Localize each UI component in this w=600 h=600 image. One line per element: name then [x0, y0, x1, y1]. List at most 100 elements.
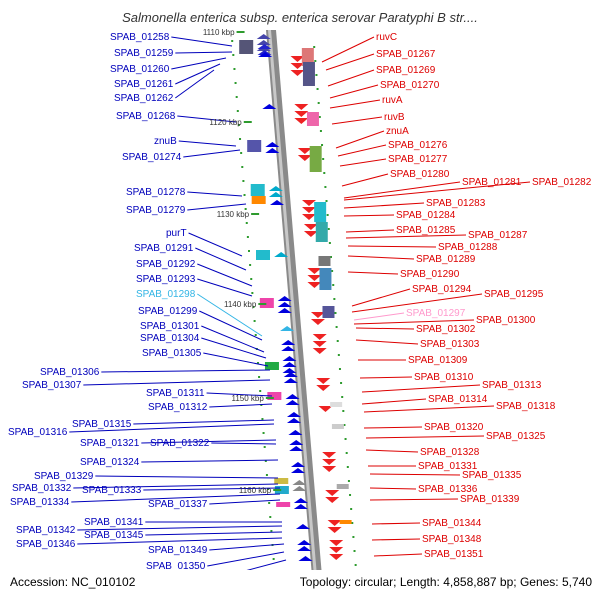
connector-line-left — [209, 499, 281, 505]
track-dot — [346, 466, 349, 468]
gene-label-left: SPAB_01268 — [116, 111, 176, 122]
connector-line-left — [197, 278, 253, 297]
gene-label-left: SPAB_01315 — [72, 419, 132, 430]
gene-label-right: SPAB_01344 — [422, 518, 482, 529]
gene-label-right: ruvC — [376, 32, 397, 43]
left-gene-block — [274, 486, 289, 494]
gene-label-left: SPAB_01259 — [114, 48, 174, 59]
track-dot — [252, 306, 255, 308]
right-gene-arrow — [297, 155, 312, 161]
left-gene-arrow — [257, 44, 272, 49]
right-gene-arrow — [294, 104, 309, 110]
left-gene-block — [276, 502, 291, 507]
track-dot — [336, 340, 339, 342]
connector-line-left — [77, 525, 283, 531]
connector-line-right — [365, 449, 419, 453]
right-gene-arrow — [329, 547, 344, 553]
gene-label-left: SPAB_01350 — [146, 561, 206, 572]
left-gene-arrow — [290, 462, 305, 467]
left-gene-arrow — [277, 308, 292, 313]
gene-label-left: SPAB_01291 — [134, 243, 194, 254]
right-gene-block — [336, 484, 349, 489]
track-dot — [334, 312, 337, 314]
label-connectors — [69, 36, 531, 582]
right-gene-arrow — [303, 231, 318, 237]
right-gene-block — [301, 48, 314, 66]
gene-label-left: SPAB_01279 — [126, 205, 186, 216]
right-gene-arrow — [302, 207, 316, 213]
connector-line-right — [329, 99, 381, 109]
connector-line-right — [345, 234, 467, 239]
gene-label-right: SPAB_01348 — [422, 534, 482, 545]
track-dot — [326, 214, 329, 216]
track-dot — [272, 558, 275, 560]
gene-label-right: SPAB_01284 — [396, 210, 456, 221]
connector-line-left — [175, 63, 221, 85]
right-gene-arrow — [290, 70, 305, 76]
gene-label-left: SPAB_01333 — [82, 485, 142, 496]
left-gene-block — [274, 478, 289, 484]
track-dot — [330, 256, 332, 258]
right-gene-arrow — [316, 378, 331, 384]
right-gene-arrow — [327, 527, 342, 533]
connector-line-right — [327, 69, 375, 87]
track-dot — [322, 158, 325, 160]
gene-label-right: SPAB_01295 — [484, 289, 544, 300]
backbone-highlight — [268, 30, 319, 600]
left-gene-arrow — [295, 524, 310, 529]
connector-line-left — [143, 487, 281, 491]
connector-line-right — [339, 158, 387, 167]
left-gene-block — [250, 184, 265, 196]
right-gene-arrow — [302, 214, 316, 220]
track-dot — [353, 550, 356, 552]
connector-line-left — [175, 69, 215, 99]
gene-label-right: SPAB_01280 — [390, 169, 450, 180]
connector-line-left — [183, 149, 241, 158]
scale-tick-label: 1160 kbp — [239, 486, 272, 495]
topology-text: Topology: circular; Length: 4,858,887 bp… — [300, 575, 593, 589]
track-dot — [341, 396, 344, 398]
connector-line-left — [211, 442, 277, 445]
gene-label-left: SPAB_01258 — [110, 32, 170, 43]
right-gene-block — [339, 520, 352, 524]
right-gene-arrow — [310, 319, 325, 325]
gene-label-right: SPAB_01320 — [424, 422, 484, 433]
track-dot — [240, 152, 243, 154]
connector-line-right — [341, 173, 389, 187]
left-gene-arrow — [262, 104, 277, 109]
track-dot — [337, 354, 340, 356]
connector-line-left — [201, 337, 267, 359]
scale-tick-label: 1110 kbp — [203, 28, 235, 37]
right-gene-arrow — [316, 385, 331, 391]
gene-label-left: SPAB_01274 — [122, 152, 182, 163]
right-gene-block — [331, 424, 344, 429]
track-dot — [354, 564, 357, 566]
left-gene-block — [239, 40, 254, 54]
map-title: Salmonella enterica subsp. enterica sero… — [122, 10, 478, 25]
track-dot — [250, 278, 253, 280]
right-gene-block — [302, 62, 315, 86]
connector-line-left — [141, 439, 277, 444]
gene-label-left: SPAB_01306 — [40, 367, 100, 378]
gene-label-left: SPAB_01301 — [140, 321, 200, 332]
connector-line-left — [187, 203, 247, 211]
left-gene-arrow — [265, 142, 280, 147]
connector-line-right — [371, 538, 421, 541]
connector-line-right — [355, 327, 415, 330]
connector-line-right — [343, 214, 395, 217]
gene-label-left: SPAB_01324 — [80, 457, 140, 468]
right-gene-arrow — [327, 520, 342, 526]
connector-line-left — [178, 140, 237, 147]
gene-label-left: SPAB_01322 — [150, 438, 210, 449]
scale-tick-label: 1150 kbp — [232, 394, 265, 403]
scale-tick-label: 1140 kbp — [224, 300, 257, 309]
track-dot — [246, 236, 249, 238]
connector-line-right — [337, 144, 387, 157]
track-dot — [352, 536, 355, 538]
track-dot — [340, 382, 343, 384]
track-dot — [331, 270, 334, 272]
track-dot — [264, 460, 267, 462]
track-dot — [235, 96, 238, 98]
gene-label-left: SPAB_01298 — [136, 289, 196, 300]
gene-label-right: SPAB_01318 — [496, 401, 556, 412]
